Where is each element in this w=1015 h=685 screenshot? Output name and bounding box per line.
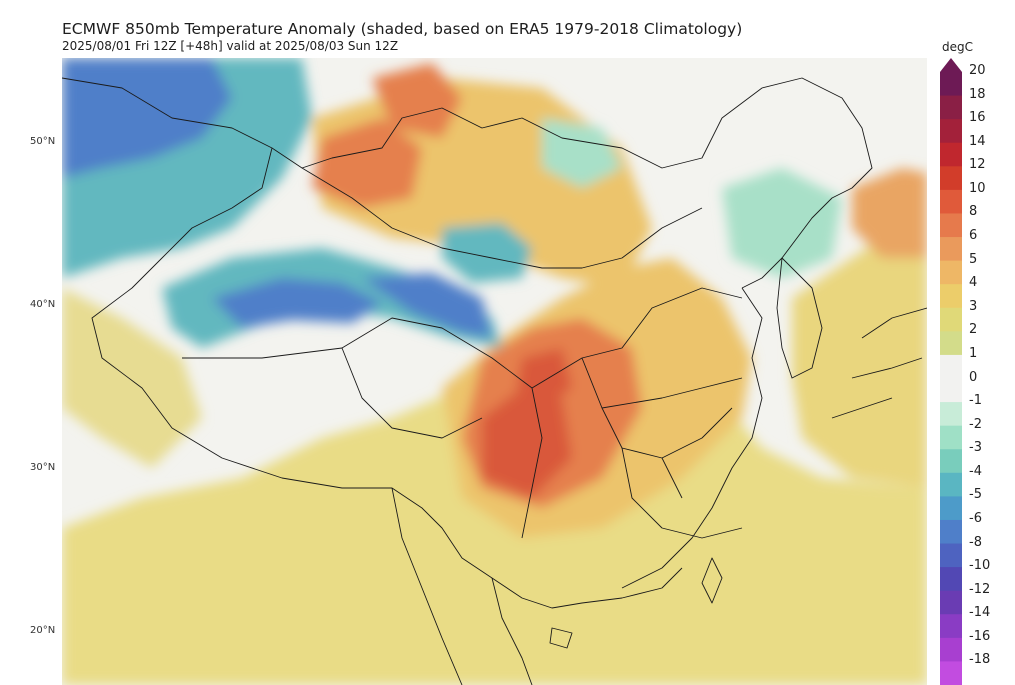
colorbar-tick-label: -18 (969, 652, 991, 668)
latitude-label-30n: 30°N (30, 462, 56, 473)
colorbar-segment (940, 189, 962, 214)
latitude-label-50n: 50°N (30, 136, 56, 147)
colorbar-tick-label: -10 (969, 558, 991, 574)
cool-core-northwest (62, 58, 232, 178)
colorbar-tick-label: 0 (969, 369, 978, 385)
colorbar-segment (940, 402, 962, 427)
colorbar-tick-label: -5 (969, 487, 982, 503)
southeast-asia-borders (391, 487, 533, 685)
anomaly-map-svg (62, 58, 927, 685)
colorbar-tick-label: 16 (969, 110, 986, 126)
coastline-east (621, 287, 763, 589)
cool-area-inner-mongolia (442, 223, 532, 283)
boundary-lines (62, 77, 927, 685)
warm-core-mongolia (312, 118, 422, 208)
colorbar-segment (940, 567, 962, 592)
colorbar-segment (940, 260, 962, 285)
cool-area-manchuria (722, 168, 842, 278)
colorbar-tick-label: -4 (969, 463, 982, 479)
hainan-outline (549, 627, 573, 649)
cool-area-mongolia-east (542, 118, 622, 188)
warm-area-northeast (852, 168, 927, 258)
colorbar-tick-label: 14 (969, 133, 986, 149)
taiwan-outline (701, 557, 723, 604)
anomaly-map[interactable] (62, 58, 927, 685)
colorbar-segment (940, 590, 962, 615)
warm-core-sichuan (482, 388, 572, 498)
map-title: ECMWF 850mb Temperature Anomaly (shaded,… (62, 20, 743, 38)
colorbar-tick-label: -16 (969, 628, 991, 644)
warm-core-shaanxi (517, 348, 572, 408)
colorbar-segment (940, 496, 962, 521)
colorbar-unit: degC (942, 40, 973, 54)
colorbar-tick-label: 10 (969, 180, 986, 196)
colorbar-tick-label: 4 (969, 275, 978, 291)
colorbar-tick-label: 2 (969, 322, 978, 338)
colorbar-segment (940, 614, 962, 639)
colorbar-tick-label: 12 (969, 157, 986, 173)
colorbar-tick-label: -2 (969, 416, 982, 432)
china-west-border (91, 147, 683, 609)
colorbar-segment (940, 378, 962, 403)
colorbar-segment (940, 237, 962, 262)
colorbar-tick-label: -6 (969, 510, 982, 526)
province-lines-east (531, 287, 743, 539)
colorbar-segment (940, 72, 962, 97)
korea-outline (776, 257, 823, 379)
colorbar-top-arrow (940, 58, 962, 72)
colorbar-tick-label: -14 (969, 605, 991, 621)
colorbar-tick-label: 20 (969, 63, 986, 78)
colorbar-segment (940, 284, 962, 309)
colorbar-tick-label: 5 (969, 251, 978, 267)
map-subtitle: 2025/08/01 Fri 12Z [+48h] valid at 2025/… (62, 39, 399, 53)
cool-core-xinjiang (212, 278, 382, 328)
colorbar-segment (940, 543, 962, 568)
colorbar-segment (940, 307, 962, 332)
warm-area-west (62, 288, 202, 468)
latitude-label-20n: 20°N (30, 625, 56, 636)
colorbar-segment (940, 637, 962, 662)
mongolia-south-border (301, 167, 703, 269)
colorbar-segment (940, 142, 962, 167)
cool-core-gansu (362, 273, 492, 338)
country-borders (62, 77, 873, 289)
japan-outline (831, 307, 927, 419)
colorbar-tick-label: 18 (969, 86, 986, 102)
colorbar-segments (940, 72, 962, 685)
colorbar-tick-label: -12 (969, 581, 991, 597)
warm-core-north (372, 63, 462, 138)
colorbar-segment (940, 95, 962, 120)
colorbar-segment (940, 472, 962, 497)
colorbar-segment (940, 331, 962, 356)
colorbar-segment (940, 449, 962, 474)
colorbar-segment (940, 519, 962, 545)
colorbar (940, 58, 962, 685)
colorbar-segment (940, 661, 962, 685)
colorbar-segment (940, 213, 962, 238)
colorbar-segment (940, 425, 962, 450)
colorbar-tick-label: 6 (969, 228, 978, 244)
warm-area-korea-japan (792, 208, 927, 488)
colorbar-tick-label: 8 (969, 204, 978, 220)
colorbar-tick-label: 3 (969, 298, 978, 314)
province-lines-west (182, 317, 543, 539)
colorbar-segment (940, 354, 962, 379)
colorbar-tick-label: -8 (969, 534, 982, 550)
colorbar-tick-label: 1 (969, 345, 978, 361)
colorbar-tick-label: -1 (969, 393, 982, 409)
colorbar-segment (940, 166, 962, 191)
colorbar-segment (940, 119, 962, 144)
latitude-label-40n: 40°N (30, 299, 56, 310)
colorbar-tick-label: -3 (969, 440, 982, 456)
